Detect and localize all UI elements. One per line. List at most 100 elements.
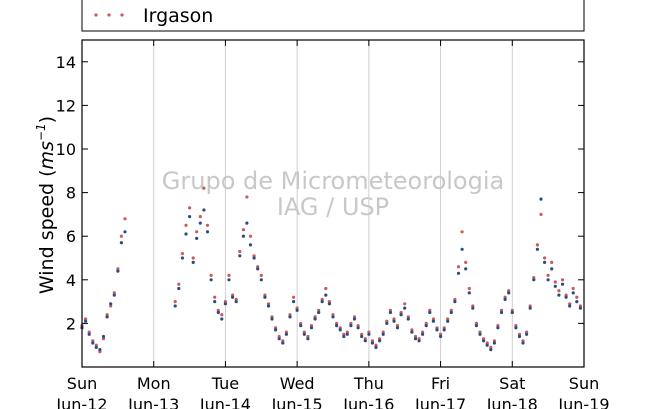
- data-point-series-2: [449, 310, 453, 315]
- data-point-irgason: [223, 300, 227, 304]
- data-point-series-2: [119, 241, 123, 245]
- data-point-series-2: [370, 341, 374, 345]
- data-point-series-2: [263, 295, 267, 299]
- data-point-irgason: [266, 302, 271, 306]
- data-point-irgason: [256, 265, 260, 269]
- data-point-series-2: [568, 304, 572, 308]
- data-point-irgason: [521, 339, 525, 343]
- data-point-irgason: [571, 286, 575, 291]
- data-point-irgason: [557, 289, 561, 293]
- data-point-series-2: [195, 236, 199, 240]
- data-point-irgason: [188, 206, 192, 210]
- data-point-series-2: [363, 339, 367, 343]
- data-point-series-2: [385, 321, 389, 325]
- data-point-irgason: [460, 230, 464, 234]
- data-point-irgason: [456, 265, 461, 269]
- data-point-irgason: [320, 297, 324, 301]
- x-tick-label-weekday: Sun: [67, 374, 97, 393]
- data-point-series-2: [202, 208, 206, 212]
- y-axis-title: Wind speed (ms−1): [34, 116, 58, 294]
- data-point-irgason: [198, 215, 202, 219]
- data-point-series-2: [180, 256, 184, 260]
- x-tick-label-weekday: Sun: [569, 374, 599, 393]
- data-point-irgason: [560, 278, 565, 282]
- data-point-series-2: [302, 332, 306, 336]
- data-point-irgason: [91, 339, 95, 343]
- data-point-irgason: [173, 300, 177, 304]
- y-tick-label: 8: [66, 184, 76, 203]
- data-point-series-2: [499, 310, 504, 315]
- data-point-series-2: [421, 332, 425, 336]
- data-point-series-2: [388, 310, 392, 315]
- data-point-series-2: [360, 334, 364, 339]
- data-point-irgason: [392, 317, 396, 321]
- data-point-irgason: [514, 324, 518, 328]
- data-point-series-2: [560, 282, 565, 286]
- data-point-series-2: [87, 332, 91, 336]
- plot-frame: [81, 39, 585, 368]
- x-tick-label-date: Jun-16: [342, 395, 394, 409]
- data-point-irgason: [205, 223, 210, 227]
- data-point-series-2: [223, 302, 227, 306]
- data-point-series-2: [91, 341, 95, 345]
- data-point-irgason: [539, 212, 543, 216]
- data-point-irgason: [385, 319, 389, 323]
- legend-marker-dot: [120, 13, 124, 17]
- data-point-series-2: [456, 271, 461, 275]
- x-tick-label-date: Jun-13: [127, 395, 179, 409]
- data-point-series-2: [288, 315, 292, 319]
- data-point-irgason: [177, 282, 181, 286]
- data-point-irgason: [109, 304, 113, 308]
- x-tick-label-weekday: Wed: [280, 374, 315, 393]
- data-point-series-2: [205, 230, 210, 234]
- data-point-irgason: [553, 280, 557, 284]
- data-point-series-2: [367, 332, 371, 336]
- y-axis-title-text: Wind speed (: [36, 169, 58, 294]
- y-axis-title-close: ): [36, 116, 58, 123]
- data-point-series-2: [521, 341, 525, 345]
- y-axis: 2 4 6 8 10 12 14: [56, 53, 584, 333]
- data-point-irgason: [342, 332, 346, 336]
- data-point-irgason: [550, 260, 554, 264]
- data-point-irgason: [112, 291, 116, 295]
- data-point-irgason: [356, 324, 360, 328]
- data-point-irgason: [532, 276, 536, 280]
- data-point-series-2: [535, 247, 540, 251]
- data-point-irgason: [424, 321, 428, 325]
- data-point-irgason: [87, 330, 91, 334]
- data-point-irgason: [259, 273, 263, 277]
- data-point-irgason: [252, 254, 256, 258]
- x-tick-label-weekday: Thu: [353, 374, 384, 393]
- data-point-series-2: [320, 300, 324, 304]
- data-point-irgason: [403, 302, 407, 306]
- data-point-irgason: [503, 295, 507, 299]
- data-point-series-2: [424, 324, 428, 328]
- data-point-irgason: [535, 243, 540, 247]
- data-point-irgason: [299, 321, 303, 325]
- x-tick-label-date: Jun-14: [199, 395, 251, 409]
- y-tick-label: 6: [66, 227, 76, 246]
- watermark: Grupo de Micrometeorologia IAG / USP: [162, 167, 504, 221]
- data-point-series-2: [274, 328, 278, 332]
- data-point-series-2: [546, 278, 550, 282]
- data-point-irgason: [191, 256, 195, 260]
- data-point-irgason: [284, 330, 288, 334]
- data-point-irgason: [216, 308, 220, 312]
- data-point-irgason: [546, 273, 550, 277]
- data-point-series-2: [374, 345, 378, 349]
- data-point-series-2: [446, 319, 450, 323]
- data-point-series-2: [464, 267, 468, 271]
- data-point-irgason: [345, 330, 349, 334]
- data-point-series-2: [528, 306, 532, 310]
- data-point-irgason: [123, 217, 127, 221]
- data-point-irgason: [349, 321, 353, 325]
- data-point-series-2: [98, 348, 102, 352]
- data-point-irgason: [324, 286, 328, 291]
- data-point-irgason: [306, 334, 310, 339]
- data-point-series-2: [356, 326, 360, 330]
- data-point-irgason: [399, 310, 403, 315]
- data-point-irgason: [381, 330, 385, 334]
- data-point-series-2: [349, 324, 353, 328]
- watermark-line-2: IAG / USP: [277, 193, 389, 221]
